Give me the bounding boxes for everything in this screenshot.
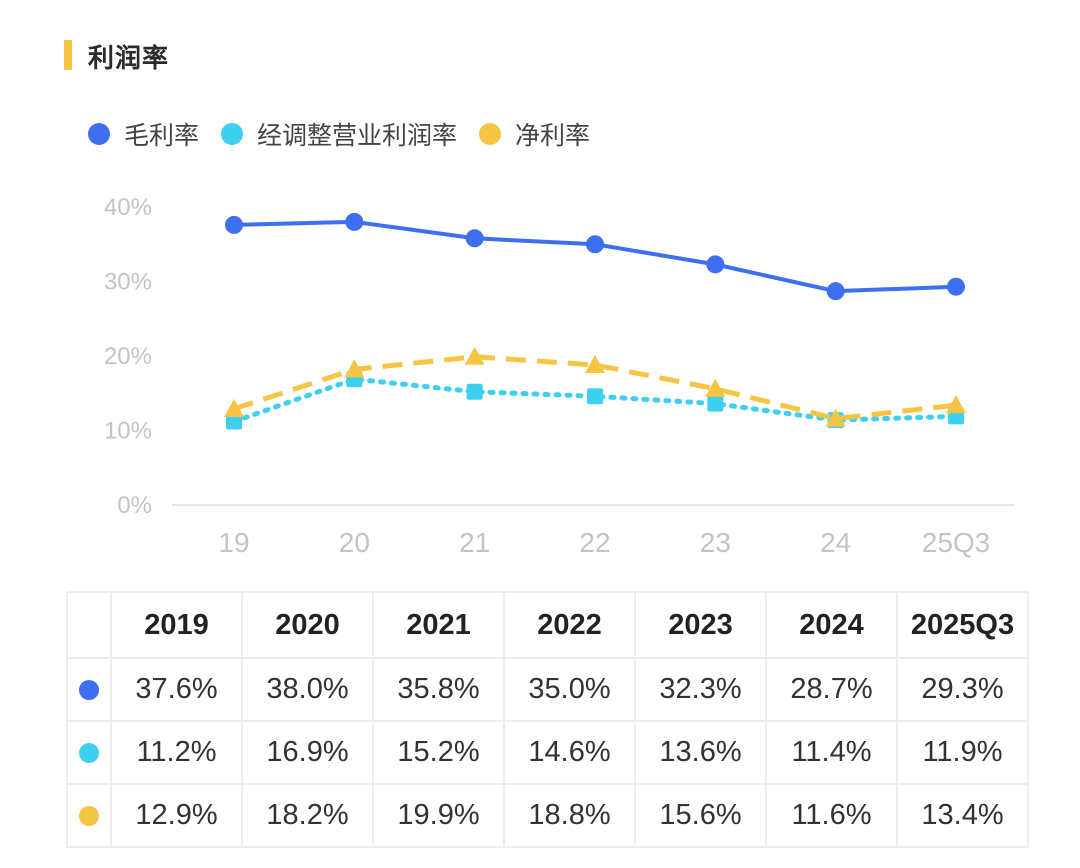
table-cell: 15.2% (372, 720, 505, 785)
data-point-1 (587, 388, 603, 405)
row-marker-cell (66, 783, 112, 848)
table-cell: 35.8% (372, 657, 505, 722)
data-point-0 (225, 215, 243, 234)
legend-label-adjusted: 经调整营业利润率 (257, 121, 458, 150)
line-chart: 0% 10% 20% 30% 40% 19 20 21 22 23 24 25Q3 (104, 194, 1015, 558)
table-cell: 18.8% (503, 783, 636, 848)
legend-label-net: 净利率 (515, 121, 591, 150)
table-row-adjusted: 11.2% 16.9% 15.2% 14.6% 13.6% 11.4% 11.9… (66, 720, 1029, 785)
data-point-0 (586, 235, 604, 254)
data-point-2 (825, 408, 846, 427)
data-point-1 (707, 395, 724, 412)
table-header-cell: 2020 (241, 591, 374, 659)
data-point-1 (226, 413, 242, 430)
data-point-1 (466, 383, 483, 400)
x-tick-label: 22 (579, 527, 610, 558)
row-dot-gross (79, 680, 99, 701)
y-tick-label: 40% (104, 194, 152, 221)
data-point-2 (705, 378, 726, 397)
table-cell: 28.7% (765, 657, 898, 722)
row-marker-cell (66, 720, 112, 785)
series-line-0 (232, 219, 958, 294)
row-marker-cell (66, 657, 112, 722)
y-tick-label: 10% (104, 418, 152, 445)
table-row-net: 12.9% 18.2% 19.9% 18.8% 15.6% 11.6% 13.4… (66, 783, 1029, 848)
table-cell: 35.0% (503, 657, 636, 722)
table-header-cell: 2022 (503, 591, 636, 659)
data-point-0 (706, 255, 725, 274)
table-cell: 12.9% (110, 783, 243, 848)
legend-item-net[interactable]: 净利率 (479, 116, 590, 152)
table-cell: 14.6% (503, 720, 636, 785)
table-cell: 16.9% (241, 720, 374, 785)
table-cell: 38.0% (241, 657, 374, 722)
chart-legend: 毛利率 经调整营业利润率 净利率 (88, 112, 590, 156)
y-tick-label: 20% (104, 343, 152, 370)
table-cell: 13.6% (634, 720, 767, 785)
row-dot-adjusted (79, 743, 99, 764)
table-row-gross: 37.6% 38.0% 35.8% 35.0% 32.3% 28.7% 29.3… (66, 657, 1029, 722)
table-header-cell: 2021 (372, 591, 505, 659)
data-point-0 (947, 277, 965, 296)
table-cell: 37.6% (110, 657, 243, 722)
x-tick-label: 19 (218, 527, 249, 558)
data-point-0 (345, 212, 364, 231)
legend-item-adjusted[interactable]: 经调整营业利润率 (221, 116, 457, 152)
table-cell: 15.6% (634, 783, 767, 848)
table-header-cell: 2024 (765, 591, 898, 659)
legend-dot-gross (88, 123, 110, 145)
data-point-2 (946, 395, 966, 414)
table-cell: 19.9% (372, 783, 505, 848)
table-cell: 18.2% (241, 783, 374, 848)
table-corner-cell (66, 591, 112, 659)
table-header-cell: 2019 (110, 591, 243, 659)
x-tick-label: 23 (700, 527, 731, 558)
y-tick-label: 30% (104, 269, 152, 296)
data-point-2 (585, 354, 605, 373)
y-tick-label: 0% (117, 492, 152, 519)
x-tick-label: 24 (820, 527, 851, 558)
legend-dot-adjusted (221, 123, 244, 145)
x-tick-label: 21 (459, 527, 490, 558)
x-tick-label: 20 (339, 527, 370, 558)
legend-label-gross: 毛利率 (124, 121, 200, 150)
table-cell: 29.3% (896, 657, 1029, 722)
table-header-cell: 2023 (634, 591, 767, 659)
table-cell: 32.3% (634, 657, 767, 722)
data-point-2 (344, 359, 365, 378)
table-cell: 11.2% (110, 720, 243, 785)
legend-item-gross[interactable]: 毛利率 (88, 116, 199, 152)
data-point-0 (465, 229, 484, 248)
table-cell: 11.9% (896, 720, 1029, 785)
table-header-cell: 2025Q3 (896, 591, 1029, 659)
table-cell: 11.6% (765, 783, 898, 848)
data-point-2 (464, 346, 485, 365)
x-tick-label: 25Q3 (922, 527, 991, 558)
data-table: 2019 2020 2021 2022 2023 2024 2025Q3 37.… (66, 591, 1029, 848)
data-point-2 (224, 398, 244, 417)
row-dot-net (79, 806, 99, 827)
legend-dot-net (479, 123, 502, 145)
table-header-row: 2019 2020 2021 2022 2023 2024 2025Q3 (66, 591, 1029, 659)
title-accent-bar (64, 40, 72, 70)
data-point-0 (826, 282, 845, 301)
page-title: 利润率 (88, 44, 170, 74)
table-cell: 13.4% (896, 783, 1029, 848)
table-cell: 11.4% (765, 720, 898, 785)
